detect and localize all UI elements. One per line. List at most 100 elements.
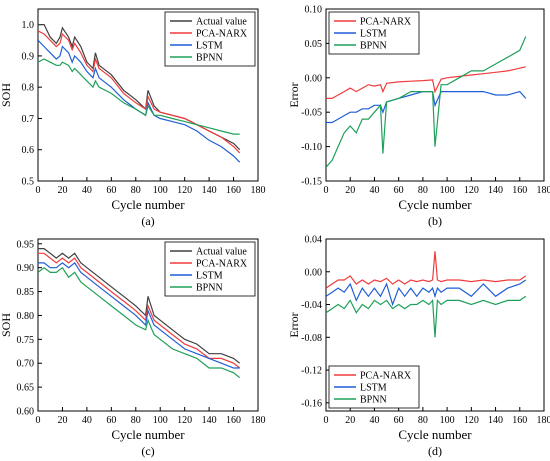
y-axis-label: SOH — [0, 83, 13, 107]
legend-label: Actual value — [196, 17, 247, 28]
x-tick-label: 80 — [418, 185, 428, 196]
series-line-lstm — [38, 39, 241, 163]
x-tick-label: 80 — [418, 415, 428, 426]
plot-frame — [37, 8, 259, 182]
series-line-bpnn — [38, 58, 240, 135]
x-tick-label: 100 — [153, 185, 168, 196]
x-tick-label: 20 — [345, 185, 355, 196]
y-tick-label: 0.7 — [22, 114, 35, 125]
series-line-pca-narx — [38, 30, 241, 154]
x-tick-label: 140 — [488, 415, 503, 426]
x-tick-label: 180 — [251, 185, 266, 196]
legend-label: LSTM — [360, 383, 387, 394]
legend-label: LSTM — [196, 41, 223, 52]
x-axis-label: Cycle number — [111, 427, 185, 442]
y-tick-label: -0.08 — [301, 333, 322, 344]
x-tick-label: 20 — [57, 185, 67, 196]
y-tick-label: 0.8 — [22, 83, 35, 94]
plot-frame — [325, 8, 545, 182]
y-tick-label: 0.00 — [305, 267, 323, 278]
x-tick-label: 180 — [251, 415, 266, 426]
y-tick-label: 0.65 — [17, 383, 35, 394]
legend-label: PCA-NARX — [196, 29, 248, 40]
y-tick-label: -0.16 — [301, 398, 322, 409]
panel-d: 0 20 40 60 80 100 120 140 160 180 -0.16 -0.12 -0.08 -… — [287, 235, 550, 459]
y-tick-label: 0.5 — [22, 177, 35, 188]
x-tick-label: 0 — [36, 185, 41, 196]
x-tick-label: 140 — [202, 415, 217, 426]
x-tick-label: 100 — [153, 415, 168, 426]
x-axis-label: Cycle number — [398, 197, 472, 212]
x-tick-label: 20 — [57, 415, 67, 426]
panel-caption: (a) — [141, 214, 154, 228]
y-tick-label: 0.10 — [305, 5, 323, 16]
x-tick-label: 40 — [82, 415, 92, 426]
y-tick-label: 0.80 — [17, 311, 35, 322]
x-tick-label: 120 — [177, 415, 192, 426]
x-tick-label: 60 — [394, 185, 404, 196]
y-axis-label: Error — [287, 312, 301, 337]
x-tick-label: 0 — [324, 185, 329, 196]
x-tick-label: 120 — [464, 415, 479, 426]
y-tick-label: 0.95 — [17, 239, 35, 250]
legend-label: Actual value — [196, 247, 247, 258]
panel-c: 0 20 40 60 80 100 120 140 160 180 0.60 0.65 0.70 0.75… — [0, 238, 266, 458]
series-line-lstm — [38, 262, 240, 369]
series-line-bpnn — [38, 266, 241, 379]
x-tick-label: 20 — [345, 415, 355, 426]
y-tick-label: 0.00 — [305, 73, 323, 84]
series-line-pca-narx — [38, 252, 241, 369]
x-tick-label: 60 — [106, 415, 116, 426]
legend-label: BPNN — [196, 283, 223, 294]
x-tick-label: 160 — [226, 185, 241, 196]
x-tick-label: 120 — [464, 185, 479, 196]
y-tick-label: -0.12 — [301, 366, 322, 377]
y-tick-label: 0.70 — [17, 359, 35, 370]
y-tick-label: -0.04 — [301, 300, 322, 311]
legend-label: LSTM — [196, 271, 223, 282]
x-tick-label: 40 — [369, 415, 379, 426]
series-line-bpnn — [326, 36, 527, 168]
legend-label: PCA-NARX — [360, 17, 412, 28]
y-tick-label: 0.75 — [17, 335, 35, 346]
x-tick-label: 0 — [324, 415, 329, 426]
x-tick-label: 80 — [131, 415, 141, 426]
series-line-actual-value — [38, 248, 241, 364]
x-tick-label: 140 — [202, 185, 217, 196]
series-line-lstm — [326, 90, 527, 124]
y-tick-label: -0.05 — [301, 108, 322, 119]
series-line-bpnn — [326, 295, 527, 338]
y-tick-label: 0.05 — [305, 39, 323, 50]
x-tick-label: 80 — [131, 185, 141, 196]
y-tick-label: -0.10 — [301, 142, 322, 153]
y-tick-label: 0.9 — [22, 51, 35, 62]
x-tick-label: 100 — [440, 185, 455, 196]
y-tick-label: 0.6 — [22, 145, 35, 156]
series-line-pca-narx — [326, 251, 527, 289]
x-tick-label: 180 — [537, 415, 550, 426]
y-axis-label: Error — [287, 82, 301, 107]
legend-label: PCA-NARX — [196, 259, 248, 270]
series-line-lstm — [326, 279, 527, 307]
legend-label: LSTM — [360, 29, 387, 40]
x-tick-label: 160 — [512, 415, 527, 426]
y-tick-label: 1.0 — [22, 20, 35, 31]
y-tick-label: 0.60 — [17, 407, 35, 418]
y-tick-label: 0.85 — [17, 287, 35, 298]
legend-label: BPNN — [360, 395, 387, 406]
series-line-pca-narx — [326, 66, 526, 100]
x-tick-label: 180 — [537, 185, 550, 196]
x-tick-label: 140 — [488, 185, 503, 196]
panel-caption: (c) — [141, 444, 154, 458]
x-tick-label: 40 — [369, 185, 379, 196]
x-tick-label: 0 — [36, 415, 41, 426]
plot-frame — [325, 238, 545, 412]
panel-caption: (b) — [428, 214, 442, 228]
x-tick-label: 60 — [394, 415, 404, 426]
legend-label: BPNN — [360, 41, 387, 52]
